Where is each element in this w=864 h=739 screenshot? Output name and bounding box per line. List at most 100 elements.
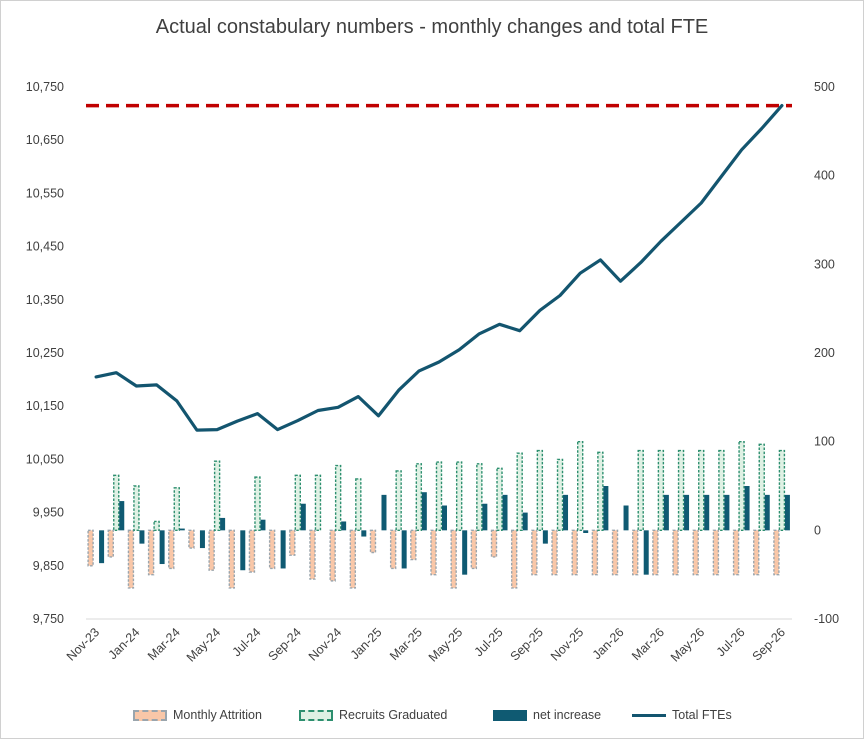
x-tick-label: Nov-24 bbox=[306, 625, 344, 663]
net-increase-bar bbox=[784, 494, 790, 531]
x-tick-label: Jan-24 bbox=[106, 625, 143, 662]
legend-label-attrition: Monthly Attrition bbox=[173, 708, 262, 722]
recruits-bar bbox=[496, 467, 503, 532]
recruits-bar bbox=[556, 458, 564, 532]
recruits-bar bbox=[698, 449, 705, 532]
net-increase-bar bbox=[502, 494, 508, 531]
chart-title: Actual constabulary numbers - monthly ch… bbox=[155, 16, 709, 38]
legend-item-net: net increase bbox=[493, 704, 601, 726]
legend-item-attrition: Monthly Attrition bbox=[133, 704, 262, 726]
attrition-bar bbox=[309, 529, 316, 580]
net-increase-bar bbox=[240, 530, 246, 571]
attrition-bar bbox=[107, 529, 114, 558]
attrition-bar bbox=[490, 529, 498, 558]
right-tick-label: 400 bbox=[814, 169, 835, 183]
net-increase-bar bbox=[482, 503, 488, 531]
net-increase-bar bbox=[462, 530, 468, 575]
recruits-bar bbox=[113, 474, 120, 532]
x-tick-label: Sep-25 bbox=[508, 625, 546, 663]
net-increase-bar bbox=[542, 530, 548, 544]
net-increase-bar bbox=[684, 494, 690, 531]
attrition-bar bbox=[470, 529, 478, 570]
net-increase-bar bbox=[603, 486, 609, 531]
recruits-bar bbox=[213, 460, 221, 532]
recruits-bar bbox=[254, 476, 261, 532]
x-tick-label: Jul-24 bbox=[230, 625, 264, 659]
recruits-bar bbox=[476, 463, 483, 532]
total-fte-series bbox=[94, 103, 784, 432]
right-axis: -100 0 100 200 300 400 500 bbox=[814, 80, 839, 626]
recruits-bar bbox=[355, 478, 362, 532]
attrition-bar bbox=[410, 529, 417, 561]
x-tick-label: Jul-25 bbox=[472, 625, 506, 659]
recruits-bar bbox=[577, 440, 584, 532]
attrition-bar bbox=[672, 529, 679, 576]
net-increase-bar bbox=[361, 530, 367, 537]
left-tick-label: 9,850 bbox=[33, 559, 64, 573]
net-increase-bar bbox=[159, 530, 165, 565]
legend-label-total: Total FTEs bbox=[672, 708, 732, 722]
attrition-bar bbox=[349, 529, 357, 589]
attrition-bar bbox=[510, 529, 518, 589]
net-increase-bar bbox=[260, 519, 266, 531]
x-tick-label: Sep-24 bbox=[266, 625, 304, 663]
left-tick-label: 10,350 bbox=[26, 293, 64, 307]
total-fte-line bbox=[94, 103, 784, 432]
net-increase-bar bbox=[442, 505, 447, 531]
left-tick-label: 10,150 bbox=[26, 399, 64, 413]
net-increase-bar bbox=[563, 494, 569, 531]
attrition-bar bbox=[430, 529, 437, 576]
x-tick-label: Sep-26 bbox=[750, 625, 788, 663]
x-tick-label: Mar-26 bbox=[629, 625, 667, 663]
attrition-bar bbox=[268, 529, 276, 570]
recruits-bar bbox=[334, 464, 342, 532]
net-increase-bar bbox=[663, 494, 669, 531]
recruits-bar bbox=[778, 449, 786, 532]
net-increase-bar bbox=[179, 528, 185, 531]
attrition-bar bbox=[389, 529, 397, 570]
recruits-bar bbox=[758, 443, 765, 532]
attrition-bar bbox=[531, 529, 538, 576]
right-tick-label: 200 bbox=[814, 346, 835, 360]
recruits-bar bbox=[294, 474, 301, 532]
recruits-bar bbox=[657, 449, 665, 532]
net-increase-bar bbox=[522, 512, 528, 531]
left-axis: 9,750 9,850 9,950 10,050 10,150 10,250 10,350 1… bbox=[26, 80, 64, 626]
recruits-bar bbox=[314, 474, 322, 532]
recruits-bar bbox=[435, 461, 443, 532]
attrition-bar bbox=[248, 529, 256, 573]
attrition-bar bbox=[611, 529, 619, 576]
net-increase-bar bbox=[199, 530, 205, 549]
net-increase-bar bbox=[643, 530, 649, 575]
attrition-bar bbox=[369, 529, 377, 554]
net-increase-bar bbox=[99, 530, 105, 564]
left-tick-label: 10,250 bbox=[26, 346, 64, 360]
net-increase-bar bbox=[401, 530, 407, 569]
attrition-bar bbox=[571, 529, 578, 576]
x-tick-label: May-25 bbox=[426, 625, 465, 664]
legend-item-recruits: Recruits Graduated bbox=[299, 704, 447, 726]
attrition-bar bbox=[712, 529, 720, 576]
x-tick-label: Nov-25 bbox=[548, 625, 586, 663]
attrition-bar bbox=[551, 529, 558, 576]
right-tick-label: 500 bbox=[814, 80, 835, 94]
net-increase-bar bbox=[704, 494, 710, 531]
attrition-bar bbox=[632, 529, 639, 576]
right-tick-label: 300 bbox=[814, 257, 835, 271]
x-tick-label: May-26 bbox=[668, 625, 707, 664]
net-increase-bar bbox=[119, 501, 125, 531]
recruits-bar bbox=[677, 449, 685, 532]
recruits-bar bbox=[415, 463, 423, 532]
recruits-bar bbox=[153, 520, 160, 532]
net-increase-bar bbox=[139, 530, 145, 544]
attrition-bar bbox=[773, 529, 780, 576]
recruits-bar bbox=[455, 461, 463, 532]
left-tick-label: 9,750 bbox=[33, 612, 64, 626]
attrition-bar bbox=[228, 529, 235, 589]
left-tick-label: 10,450 bbox=[26, 240, 64, 254]
recruits-bar bbox=[597, 451, 604, 532]
net-increase-bar bbox=[341, 521, 347, 531]
x-tick-label: Jul-26 bbox=[714, 625, 748, 659]
attrition-bar bbox=[329, 529, 336, 582]
